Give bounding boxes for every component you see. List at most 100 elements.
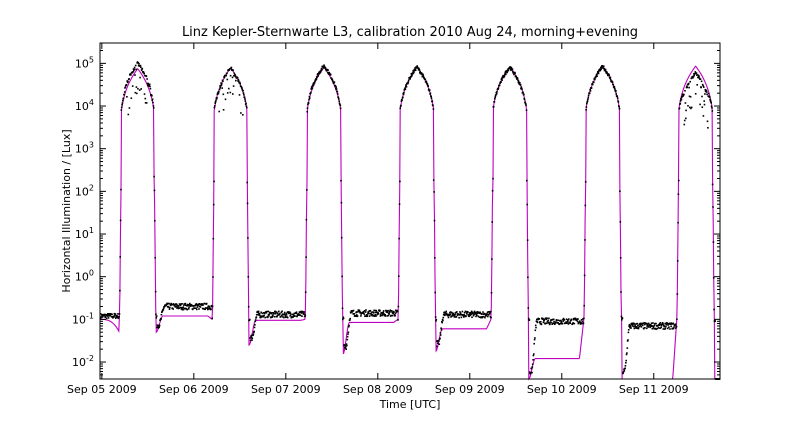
measured-point bbox=[672, 322, 675, 325]
measured-point bbox=[103, 314, 106, 317]
measured-point bbox=[614, 87, 616, 90]
measured-point bbox=[660, 323, 662, 326]
measured-point bbox=[421, 75, 424, 78]
measured-point bbox=[490, 292, 493, 294]
measured-point bbox=[632, 324, 634, 326]
measured-point bbox=[190, 304, 193, 306]
measured-point bbox=[699, 103, 701, 106]
measured-point bbox=[694, 72, 696, 75]
measured-point bbox=[539, 323, 542, 325]
measured-point bbox=[672, 327, 675, 330]
measured-point bbox=[508, 67, 511, 69]
measured-point bbox=[583, 274, 586, 277]
measured-point bbox=[700, 80, 703, 83]
measured-point bbox=[452, 313, 455, 316]
measured-point bbox=[100, 316, 103, 319]
measured-point bbox=[352, 309, 355, 312]
measured-point bbox=[683, 93, 685, 96]
measured-point bbox=[495, 93, 498, 95]
measured-point bbox=[323, 64, 325, 66]
measured-point bbox=[520, 86, 523, 88]
measured-point bbox=[250, 336, 252, 338]
measured-point bbox=[159, 319, 162, 321]
measured-point bbox=[684, 90, 686, 92]
measured-point bbox=[144, 74, 146, 77]
measured-point bbox=[413, 71, 415, 73]
measured-point bbox=[440, 327, 442, 329]
measured-point bbox=[654, 322, 656, 325]
measured-point bbox=[575, 318, 577, 320]
measured-point bbox=[507, 69, 510, 72]
measured-point bbox=[155, 315, 158, 317]
measured-point bbox=[422, 74, 424, 76]
measured-point bbox=[304, 291, 307, 293]
measured-point bbox=[336, 93, 339, 95]
measured-point bbox=[565, 322, 567, 324]
measured-point bbox=[140, 88, 142, 90]
measured-point bbox=[280, 315, 282, 318]
measured-point bbox=[104, 315, 107, 318]
measured-point bbox=[435, 318, 438, 321]
measured-point bbox=[595, 75, 597, 78]
measured-point bbox=[410, 75, 413, 77]
measured-point bbox=[166, 303, 168, 306]
measured-point bbox=[656, 327, 659, 330]
measured-point bbox=[223, 76, 226, 79]
measured-point bbox=[622, 371, 624, 374]
measured-point bbox=[652, 326, 655, 329]
measured-point bbox=[685, 109, 687, 112]
measured-point bbox=[553, 320, 555, 323]
measured-point bbox=[703, 100, 705, 102]
measured-point bbox=[666, 323, 669, 325]
measured-point bbox=[313, 83, 315, 86]
measured-point bbox=[625, 353, 628, 356]
measured-point bbox=[339, 107, 342, 110]
measured-point bbox=[143, 93, 146, 95]
measured-point bbox=[389, 309, 392, 311]
measured-point bbox=[199, 306, 202, 308]
measured-point bbox=[226, 78, 229, 81]
measured-point bbox=[600, 68, 602, 70]
measured-point bbox=[419, 71, 421, 74]
measured-point bbox=[657, 327, 660, 329]
measured-point bbox=[367, 312, 369, 315]
measured-point bbox=[382, 311, 385, 314]
measured-point bbox=[530, 367, 533, 370]
measured-point bbox=[504, 71, 507, 73]
measured-point bbox=[133, 68, 135, 71]
measured-point bbox=[211, 317, 213, 320]
measured-point bbox=[381, 311, 383, 314]
measured-point bbox=[210, 308, 212, 310]
measured-point bbox=[520, 87, 523, 90]
measured-point bbox=[222, 93, 225, 96]
measured-point bbox=[242, 92, 245, 94]
measured-point bbox=[627, 339, 629, 341]
measured-point bbox=[594, 78, 596, 81]
x-tick-label: Sep 08 2009 bbox=[343, 383, 413, 396]
measured-point bbox=[448, 314, 451, 316]
measured-point bbox=[332, 80, 334, 83]
measured-point bbox=[300, 312, 303, 314]
measured-point bbox=[577, 322, 580, 325]
measured-point bbox=[314, 79, 317, 81]
measured-point bbox=[475, 315, 477, 318]
measured-point bbox=[374, 311, 377, 314]
measured-point bbox=[583, 304, 585, 307]
measured-point bbox=[555, 321, 557, 323]
measured-point bbox=[154, 256, 156, 259]
measured-point bbox=[201, 303, 204, 305]
measured-point bbox=[407, 79, 410, 82]
measured-point bbox=[322, 66, 325, 69]
measured-point bbox=[113, 316, 115, 318]
measured-point bbox=[202, 304, 204, 306]
measured-point bbox=[157, 325, 159, 327]
measured-point bbox=[517, 79, 519, 82]
measured-point bbox=[412, 70, 414, 72]
measured-point bbox=[143, 71, 145, 74]
measured-point bbox=[583, 317, 585, 320]
measured-point bbox=[151, 95, 153, 97]
measured-point bbox=[178, 307, 180, 309]
measured-point bbox=[116, 315, 119, 318]
measured-point bbox=[402, 96, 404, 99]
measured-point bbox=[531, 363, 534, 365]
